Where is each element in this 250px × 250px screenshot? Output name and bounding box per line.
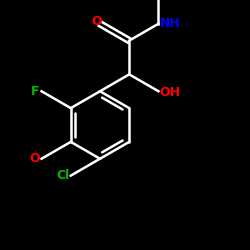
Text: O: O: [92, 15, 102, 28]
Text: F: F: [31, 85, 40, 98]
Text: NH: NH: [160, 17, 180, 30]
Text: O: O: [30, 152, 40, 165]
Text: OH: OH: [160, 86, 181, 99]
Text: Cl: Cl: [56, 169, 70, 182]
